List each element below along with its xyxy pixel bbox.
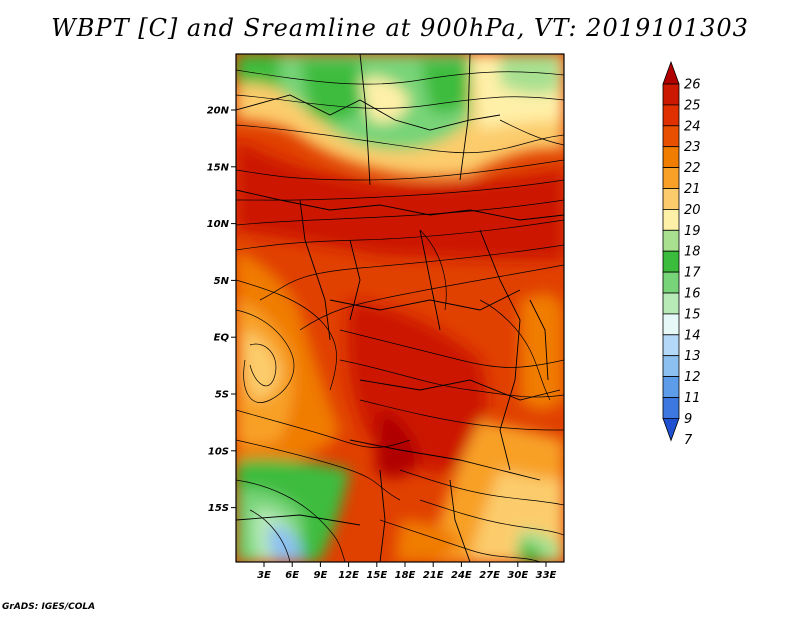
- colorbar-swatch: [662, 125, 680, 148]
- chart-title: WBPT [C] and Sreamline at 900hPa, VT: 20…: [51, 14, 749, 42]
- lat-label: 10N: [207, 219, 230, 230]
- colorbar-label: 17: [684, 266, 701, 281]
- colorbar-swatch: [662, 167, 680, 189]
- colorbar-label: 21: [684, 182, 701, 197]
- lat-label: 15N: [207, 162, 230, 173]
- streamlines: [236, 69, 564, 562]
- colorbar-swatch: [662, 313, 680, 336]
- colorbar-bottom-arrow: [662, 418, 680, 442]
- colorbar-label: 12: [684, 370, 701, 385]
- lat-label: 10S: [208, 446, 229, 457]
- colorbar-label: 13: [684, 349, 701, 364]
- colorbar-swatch: [662, 146, 680, 168]
- lat-label: 20N: [207, 106, 230, 117]
- colorbar-swatch: [662, 229, 680, 252]
- lon-label: 9E: [314, 570, 328, 581]
- colorbar-swatch: [662, 355, 680, 378]
- colorbar-label: 11: [684, 391, 701, 406]
- lon-label: 33E: [536, 570, 557, 581]
- colorbar-swatch: [662, 188, 680, 210]
- colorbar-label: 20: [684, 203, 701, 218]
- colorbar-swatch: [662, 397, 680, 419]
- lon-label: 21E: [423, 570, 444, 581]
- colorbar: 26 25 24 23 22 21 20 19 18 17 16 15 14 13 12 11 9 7: [662, 60, 701, 448]
- colorbar-label: 16: [684, 287, 701, 302]
- colorbar-swatch: [662, 83, 680, 106]
- longitude-axis: 3E 6E 9E 12E 15E 18E 21E 24E 27E 30E 33E: [257, 562, 557, 581]
- lat-label: 15S: [208, 503, 229, 514]
- colorbar-label: 15: [684, 307, 701, 322]
- lat-label: 5S: [215, 390, 229, 401]
- colorbar-label: 14: [684, 328, 701, 343]
- lon-label: 18E: [395, 570, 416, 581]
- wbpt-shading: [236, 54, 564, 562]
- colorbar-swatch: [662, 334, 680, 357]
- colorbar-swatch: [662, 292, 680, 315]
- lon-label: 24E: [451, 570, 472, 581]
- lon-label: 6E: [285, 570, 299, 581]
- lat-label: EQ: [214, 333, 230, 344]
- lon-label: 12E: [338, 570, 359, 581]
- latitude-axis: 20N 15N 10N 5N EQ 5S 10S 15S: [207, 106, 236, 514]
- colorbar-label: 7: [684, 433, 693, 448]
- colorbar-label: 9: [684, 412, 692, 427]
- lat-label: 5N: [214, 276, 230, 287]
- colorbar-label: 19: [684, 224, 701, 239]
- lon-label: 15E: [366, 570, 387, 581]
- map-frame: [235, 53, 565, 563]
- lon-label: 3E: [257, 570, 271, 581]
- colorbar-top-arrow: [662, 60, 680, 85]
- colorbar-swatch: [662, 104, 680, 127]
- colorbar-swatch: [662, 376, 680, 398]
- colorbar-label: 22: [684, 161, 701, 176]
- country-borders: [236, 54, 564, 562]
- colorbar-label: 26: [684, 78, 701, 93]
- colorbar-label: 23: [684, 140, 701, 155]
- colorbar-swatch: [662, 208, 680, 231]
- grads-credit: GrADS: IGES/COLA: [2, 602, 96, 612]
- colorbar-swatch: [662, 271, 680, 294]
- colorbar-label: 24: [684, 119, 701, 134]
- lon-label: 30E: [507, 570, 528, 581]
- colorbar-swatch: [662, 250, 680, 273]
- lon-label: 27E: [479, 570, 500, 581]
- colorbar-label: 18: [684, 245, 701, 260]
- colorbar-label: 25: [684, 98, 701, 113]
